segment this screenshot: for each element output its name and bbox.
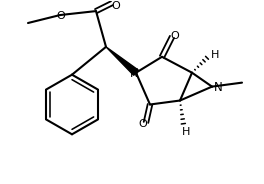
Text: O: O: [112, 1, 120, 11]
Text: N: N: [130, 67, 138, 80]
Text: N: N: [214, 81, 222, 94]
Text: H: H: [211, 50, 219, 60]
Text: H: H: [182, 127, 190, 137]
Text: O: O: [56, 11, 65, 21]
Text: O: O: [171, 31, 179, 41]
Polygon shape: [106, 47, 138, 75]
Text: O: O: [139, 119, 147, 129]
